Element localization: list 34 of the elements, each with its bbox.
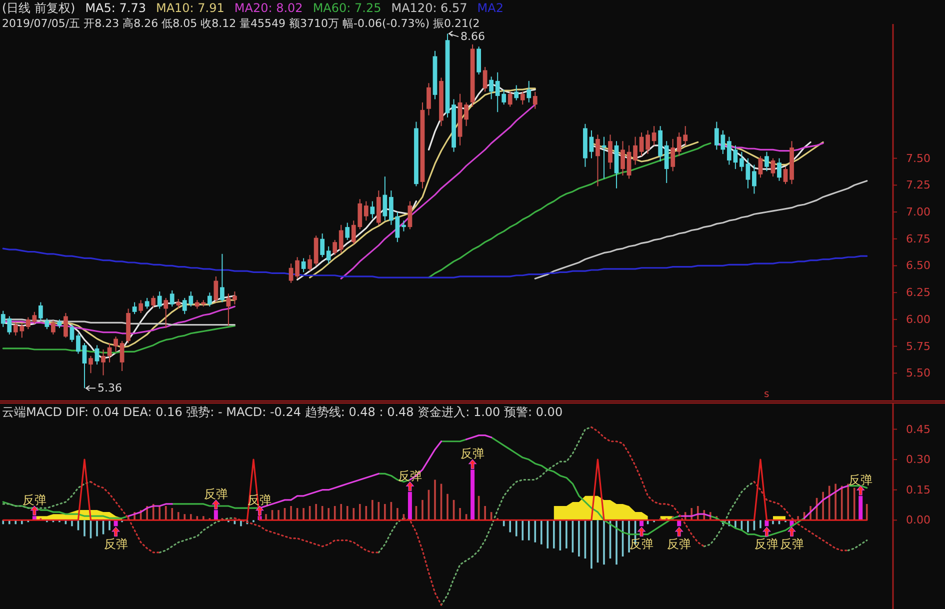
text: MA5: 7.73 [85, 1, 146, 15]
chart-subtitle: 2019/07/05/五 开8.23 高8.26 低8.05 收8.12 量45549 额3710万 幅-0.06(-0.73%) 振0.21(2 [2, 17, 480, 30]
data-label: 反弹 [848, 472, 873, 487]
y-tick-label: 0.45 [906, 422, 930, 436]
annotation: s [764, 389, 770, 400]
text: MA60: 7.25 [312, 1, 382, 15]
data-label: 反弹 [780, 537, 804, 552]
chart-title: 云端MACD DIF: 0.04 DEA: 0.16 强势: - MACD: -0.24 趋势线: 0.48 : 0.48 资金进入: 1.00 预警: 0.00 [2, 405, 563, 419]
text: MA2 [477, 1, 504, 15]
annotation: 5.36 [97, 382, 122, 395]
chart-title: (日线 前复权) [2, 1, 76, 15]
y-tick-label: 6.25 [906, 286, 930, 300]
data-label: 反弹 [22, 493, 46, 508]
y-tick-label: 5.75 [906, 340, 930, 353]
data-label: 反弹 [667, 537, 692, 552]
text: MA10: 7.91 [156, 1, 224, 15]
data-label: 反弹 [104, 537, 128, 552]
text: MA20: 8.02 [234, 1, 303, 15]
data-label: 反弹 [460, 446, 485, 461]
y-tick-label: 7.50 [906, 152, 930, 165]
annotation: 8.66 [460, 30, 486, 44]
y-tick-label: 6.00 [906, 312, 930, 326]
y-tick-label: 0.30 [906, 453, 930, 466]
y-tick-label: 6.75 [906, 232, 930, 246]
data-label: 反弹 [630, 537, 654, 552]
data-label: 反弹 [754, 537, 779, 552]
y-tick-label: 0.15 [906, 483, 930, 496]
y-tick-label: 7.00 [906, 206, 930, 219]
data-label: 反弹 [204, 487, 228, 502]
y-tick-label: 6.50 [906, 259, 930, 272]
y-tick-label: 0.00 [906, 514, 930, 527]
y-tick-label: 7.25 [906, 178, 930, 192]
text: MA120: 6.57 [391, 1, 468, 15]
y-tick-label: 5.50 [906, 366, 930, 380]
